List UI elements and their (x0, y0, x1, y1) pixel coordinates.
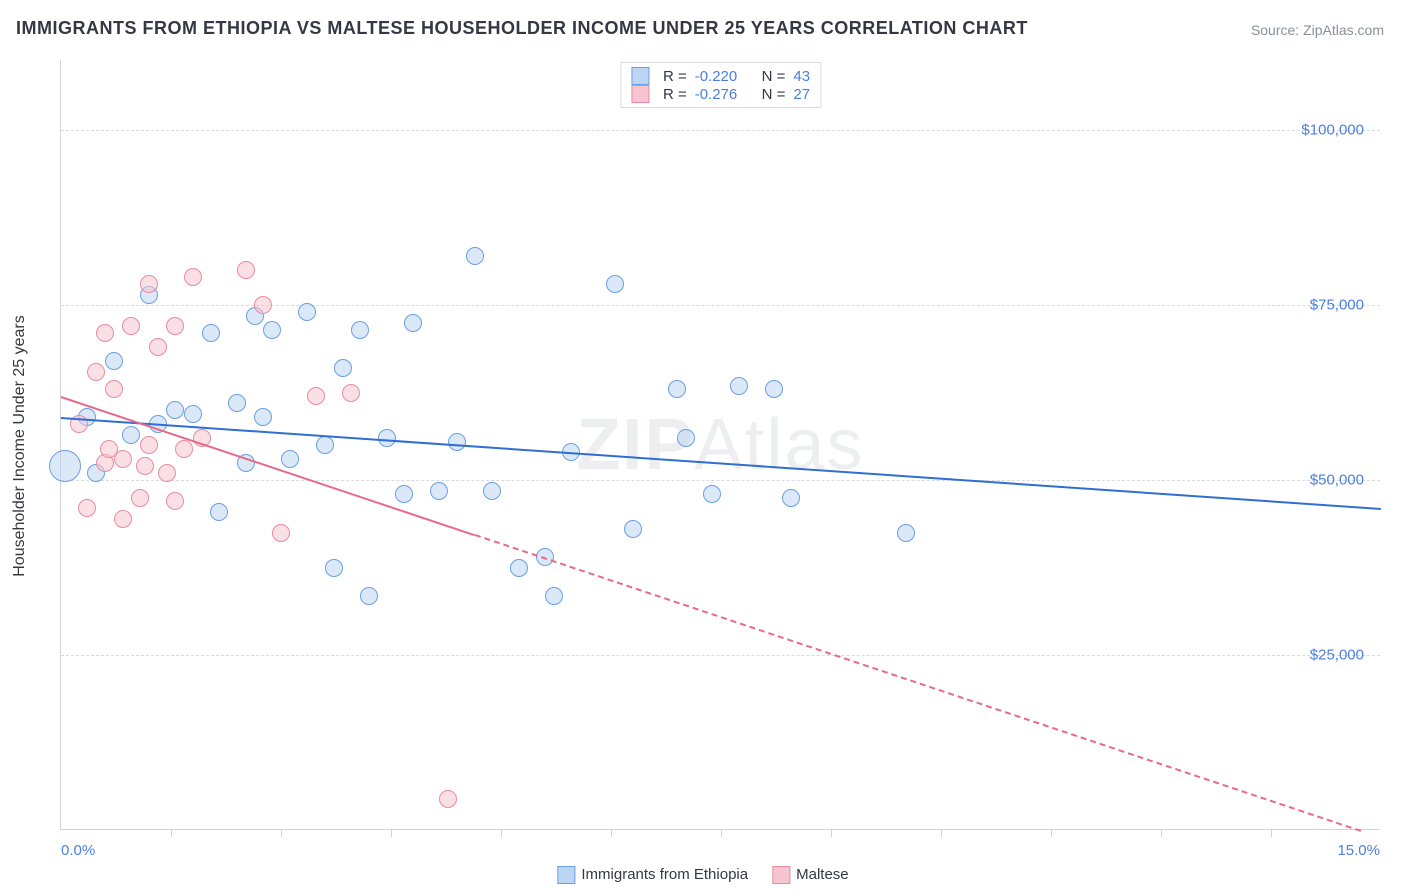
scatter-point (149, 338, 167, 356)
scatter-point (254, 296, 272, 314)
scatter-point (430, 482, 448, 500)
legend-swatch (557, 866, 575, 884)
scatter-point (439, 790, 457, 808)
scatter-point (545, 587, 563, 605)
scatter-point (237, 261, 255, 279)
legend-swatch (631, 85, 649, 103)
scatter-point (606, 275, 624, 293)
x-tick (1051, 829, 1052, 837)
scatter-point (360, 587, 378, 605)
scatter-point (228, 394, 246, 412)
x-tick (721, 829, 722, 837)
x-tick (1161, 829, 1162, 837)
scatter-point (105, 380, 123, 398)
scatter-point (624, 520, 642, 538)
scatter-point (263, 321, 281, 339)
scatter-point (166, 492, 184, 510)
source-attribution: Source: ZipAtlas.com (1251, 22, 1384, 38)
scatter-point (307, 387, 325, 405)
x-tick (391, 829, 392, 837)
scatter-point (210, 503, 228, 521)
scatter-point (166, 401, 184, 419)
scatter-point (765, 380, 783, 398)
legend-swatch (631, 67, 649, 85)
scatter-point (342, 384, 360, 402)
legend-stats-row: R =-0.220 N =43 (631, 67, 810, 85)
scatter-point (325, 559, 343, 577)
scatter-point (272, 524, 290, 542)
gridline-h (61, 480, 1380, 481)
y-tick-label: $25,000 (1310, 647, 1364, 664)
legend-item: Maltese (772, 866, 849, 884)
legend-swatch (772, 866, 790, 884)
x-tick (831, 829, 832, 837)
scatter-point (136, 457, 154, 475)
x-tick (281, 829, 282, 837)
scatter-point (782, 489, 800, 507)
scatter-point (351, 321, 369, 339)
scatter-point (378, 429, 396, 447)
scatter-point (316, 436, 334, 454)
scatter-point (483, 482, 501, 500)
scatter-point (668, 380, 686, 398)
scatter-point (78, 499, 96, 517)
x-tick (1271, 829, 1272, 837)
plot-area: ZIPAtlas R =-0.220 N =43R =-0.276 N =27 … (60, 60, 1380, 830)
legend-item: Immigrants from Ethiopia (557, 866, 748, 884)
scatter-point (166, 317, 184, 335)
scatter-point (281, 450, 299, 468)
x-tick-label-left: 0.0% (61, 842, 95, 859)
trend-line (474, 534, 1360, 832)
scatter-point (105, 352, 123, 370)
x-tick (171, 829, 172, 837)
x-tick-label-right: 15.0% (1337, 842, 1380, 859)
scatter-point (202, 324, 220, 342)
legend-stats-row: R =-0.276 N =27 (631, 85, 810, 103)
scatter-point (175, 440, 193, 458)
y-tick-label: $75,000 (1310, 297, 1364, 314)
scatter-point (254, 408, 272, 426)
watermark-bold: ZIP (576, 405, 694, 485)
legend-stats-box: R =-0.220 N =43R =-0.276 N =27 (620, 62, 821, 108)
x-tick (941, 829, 942, 837)
gridline-h (61, 130, 1380, 131)
scatter-point (677, 429, 695, 447)
scatter-point (466, 247, 484, 265)
scatter-point (122, 426, 140, 444)
scatter-point (140, 275, 158, 293)
scatter-point (49, 450, 81, 482)
gridline-h (61, 655, 1380, 656)
scatter-point (395, 485, 413, 503)
scatter-point (114, 510, 132, 528)
y-axis-title: Householder Income Under 25 years (11, 315, 29, 576)
watermark: ZIPAtlas (576, 404, 864, 486)
scatter-point (334, 359, 352, 377)
scatter-point (158, 464, 176, 482)
scatter-point (140, 436, 158, 454)
x-tick (611, 829, 612, 837)
scatter-point (114, 450, 132, 468)
scatter-point (87, 363, 105, 381)
scatter-point (510, 559, 528, 577)
scatter-point (184, 405, 202, 423)
scatter-point (730, 377, 748, 395)
scatter-point (122, 317, 140, 335)
scatter-point (96, 324, 114, 342)
scatter-point (184, 268, 202, 286)
x-tick (501, 829, 502, 837)
scatter-point (298, 303, 316, 321)
chart-title: IMMIGRANTS FROM ETHIOPIA VS MALTESE HOUS… (16, 18, 1028, 39)
y-tick-label: $100,000 (1301, 122, 1364, 139)
y-tick-label: $50,000 (1310, 472, 1364, 489)
legend-bottom: Immigrants from Ethiopia Maltese (557, 866, 848, 884)
scatter-point (448, 433, 466, 451)
scatter-point (131, 489, 149, 507)
scatter-point (897, 524, 915, 542)
scatter-point (703, 485, 721, 503)
scatter-point (404, 314, 422, 332)
